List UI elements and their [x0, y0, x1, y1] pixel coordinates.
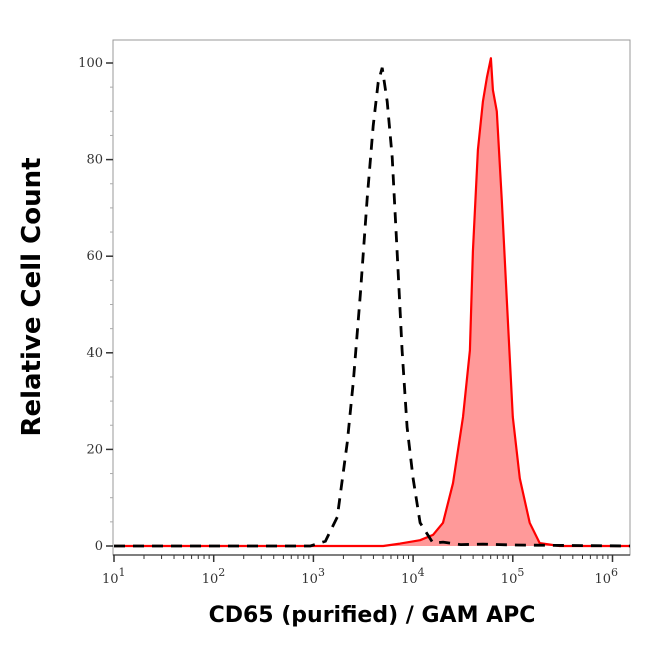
- x-axis-label: CD65 (purified) / GAM APC: [209, 603, 536, 628]
- x-tick-label: 105: [501, 566, 525, 587]
- positive-histogram-fill: [113, 58, 630, 546]
- y-tick-label: 20: [86, 442, 103, 457]
- x-tick-label: 103: [301, 566, 325, 587]
- y-tick-label: 80: [86, 153, 103, 168]
- y-tick-label: 100: [78, 56, 103, 71]
- plot-frame: [112, 39, 631, 556]
- y-tick-label: 40: [86, 346, 103, 361]
- control-histogram-line: [114, 67, 631, 548]
- x-tick-label: 106: [595, 566, 619, 587]
- y-tick-label: 0: [95, 539, 103, 554]
- y-tick-label: 60: [86, 249, 103, 264]
- x-tick-label: 101: [102, 566, 126, 587]
- x-tick-label: 104: [401, 566, 425, 587]
- x-tick-label: 102: [202, 566, 226, 587]
- y-axis-label: Relative Cell Count: [17, 157, 47, 436]
- positive-histogram-line: [114, 57, 630, 548]
